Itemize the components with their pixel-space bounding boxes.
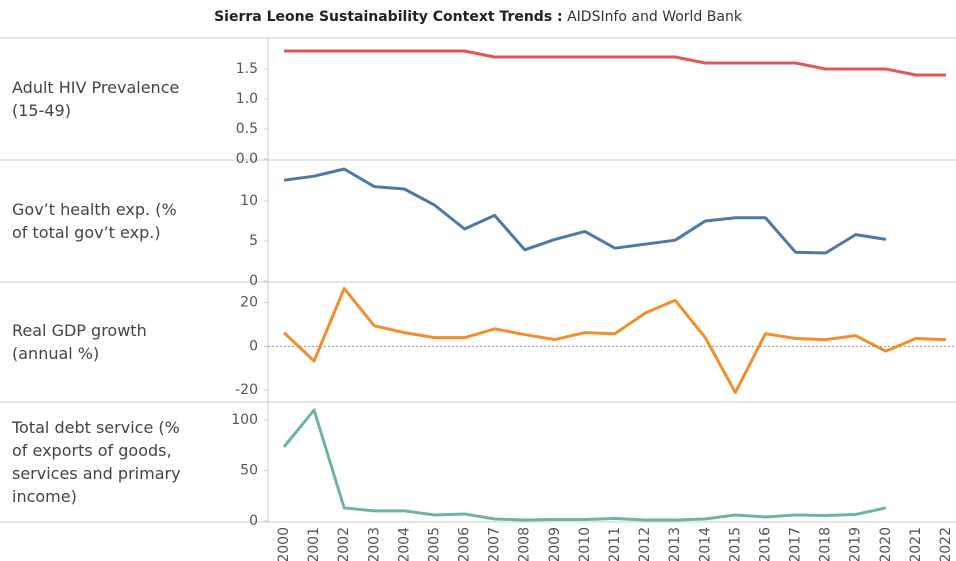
x-tick-label: 2005 xyxy=(426,527,442,561)
y-tick-label: 20 xyxy=(240,295,258,311)
line xyxy=(282,408,887,522)
x-tick-label: 2008 xyxy=(517,527,533,561)
y-tick-label: -20 xyxy=(235,382,258,398)
y-tick-label: 0 xyxy=(249,513,258,529)
x-tick-label: 2011 xyxy=(607,527,623,561)
y-tick-label: 50 xyxy=(240,463,258,479)
x-tick-label: 2004 xyxy=(396,527,412,561)
line xyxy=(283,167,887,255)
x-tick-label: 2021 xyxy=(908,527,924,561)
x-tick-label: 2003 xyxy=(366,527,382,561)
x-tick-label: 2015 xyxy=(727,527,743,561)
x-tick-label: 2022 xyxy=(938,527,954,561)
x-tick-label: 2001 xyxy=(306,527,322,561)
y-tick-label: 10 xyxy=(240,193,258,209)
title: Sierra Leone Sustainability Context Tren… xyxy=(214,9,563,25)
y-tick-label: 5 xyxy=(249,233,258,249)
y-tick-label: 1.5 xyxy=(236,61,258,77)
header: Sierra Leone Sustainability Context Tren… xyxy=(0,9,956,25)
x-tick-label: 2014 xyxy=(697,527,713,561)
x-tick-label: 2018 xyxy=(818,527,834,561)
x-tick-label: 2013 xyxy=(667,527,683,561)
x-tick-label: 2009 xyxy=(547,527,563,561)
y-tick-label: 0.5 xyxy=(236,121,258,137)
y-tick-label: 0 xyxy=(249,273,258,289)
x-tick-label: 2012 xyxy=(637,527,653,561)
x-tick-label: 2016 xyxy=(757,527,773,561)
x-tick-label: 2006 xyxy=(457,527,473,561)
x-tick-label: 2000 xyxy=(276,527,292,561)
y-tick-label: 100 xyxy=(231,412,258,428)
y-tick-label: 0.0 xyxy=(236,151,258,167)
panel-title: Gov’t health exp. (% of total gov’t exp.… xyxy=(12,200,177,242)
x-tick-label: 2020 xyxy=(878,527,894,561)
x-tick-label: 2002 xyxy=(336,527,352,561)
subtitle: AIDSInfo and World Bank xyxy=(567,9,742,25)
x-tick-label: 2007 xyxy=(487,527,503,561)
panel-title: Total debt service (% of exports of good… xyxy=(12,418,181,506)
y-tick-label: 1.0 xyxy=(236,91,258,107)
panel-title: Adult HIV Prevalence (15-49) xyxy=(12,78,180,120)
x-tick-label: 2010 xyxy=(577,527,593,561)
y-tick-label: 0 xyxy=(249,338,258,354)
line xyxy=(282,286,947,394)
line xyxy=(284,49,946,77)
panel-title: Real GDP growth (annual %) xyxy=(12,321,147,363)
x-tick-label: 2017 xyxy=(788,527,804,561)
x-tick-label: 2019 xyxy=(848,527,864,561)
